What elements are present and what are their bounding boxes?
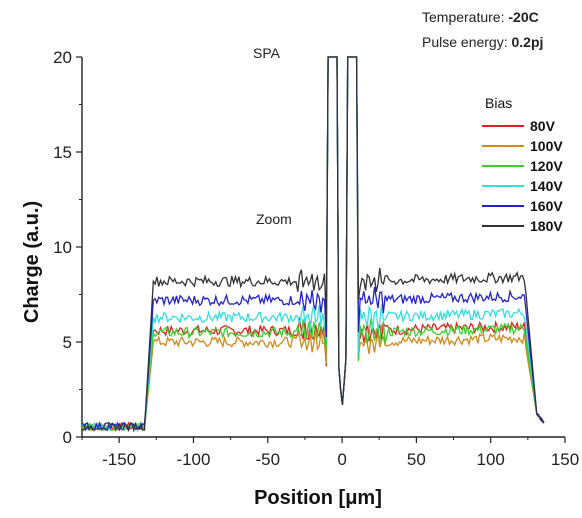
legend-label-140v: 140V bbox=[530, 178, 563, 194]
legend-label-160v: 160V bbox=[530, 198, 563, 214]
series-line-180v bbox=[81, 56, 545, 433]
legend-title: Bias bbox=[485, 95, 512, 111]
temperature-label: Temperature: bbox=[422, 9, 508, 25]
temperature-value: -20C bbox=[508, 9, 538, 25]
temperature-annotation: Temperature: -20C bbox=[422, 9, 539, 25]
zoom-annotation: Zoom bbox=[256, 211, 292, 227]
series-layer bbox=[81, 56, 545, 433]
y-tick-label: 20 bbox=[53, 48, 72, 67]
spa-annotation: SPA bbox=[253, 45, 281, 61]
x-tick-label: 100 bbox=[477, 450, 505, 469]
series-line-140v bbox=[81, 56, 545, 433]
series-line-80v bbox=[81, 56, 545, 432]
ticks: -150 -100 -50 0 50 100 150 0 5 10 15 20 bbox=[53, 48, 579, 469]
x-tick-label: -150 bbox=[102, 450, 136, 469]
legend-label-100v: 100V bbox=[530, 138, 563, 154]
series-line-120v bbox=[81, 56, 545, 432]
pulse-energy-label: Pulse energy: bbox=[422, 34, 512, 50]
axes bbox=[81, 57, 565, 438]
y-axis-title: Charge (a.u.) bbox=[21, 201, 43, 323]
series-line-100v bbox=[81, 56, 544, 432]
legend: Bias 80V 100V 120V 140V 160V 180V bbox=[482, 95, 563, 234]
series-line-160v bbox=[81, 56, 545, 432]
pulse-energy-annotation: Pulse energy: 0.2pj bbox=[422, 34, 543, 50]
x-tick-label: -50 bbox=[255, 450, 280, 469]
y-tick-label: 15 bbox=[53, 143, 72, 162]
y-tick-label: 0 bbox=[63, 428, 72, 447]
x-tick-label: 0 bbox=[337, 450, 346, 469]
x-tick-label: 150 bbox=[551, 450, 579, 469]
pulse-energy-value: 0.2pj bbox=[512, 34, 544, 50]
x-axis-title: Position [μm] bbox=[254, 487, 382, 509]
x-tick-label: -100 bbox=[176, 450, 210, 469]
y-tick-label: 5 bbox=[63, 333, 72, 352]
y-tick-label: 10 bbox=[53, 238, 72, 257]
x-tick-label: 50 bbox=[407, 450, 426, 469]
legend-label-180v: 180V bbox=[530, 218, 563, 234]
legend-label-80v: 80V bbox=[530, 118, 556, 134]
legend-label-120v: 120V bbox=[530, 158, 563, 174]
